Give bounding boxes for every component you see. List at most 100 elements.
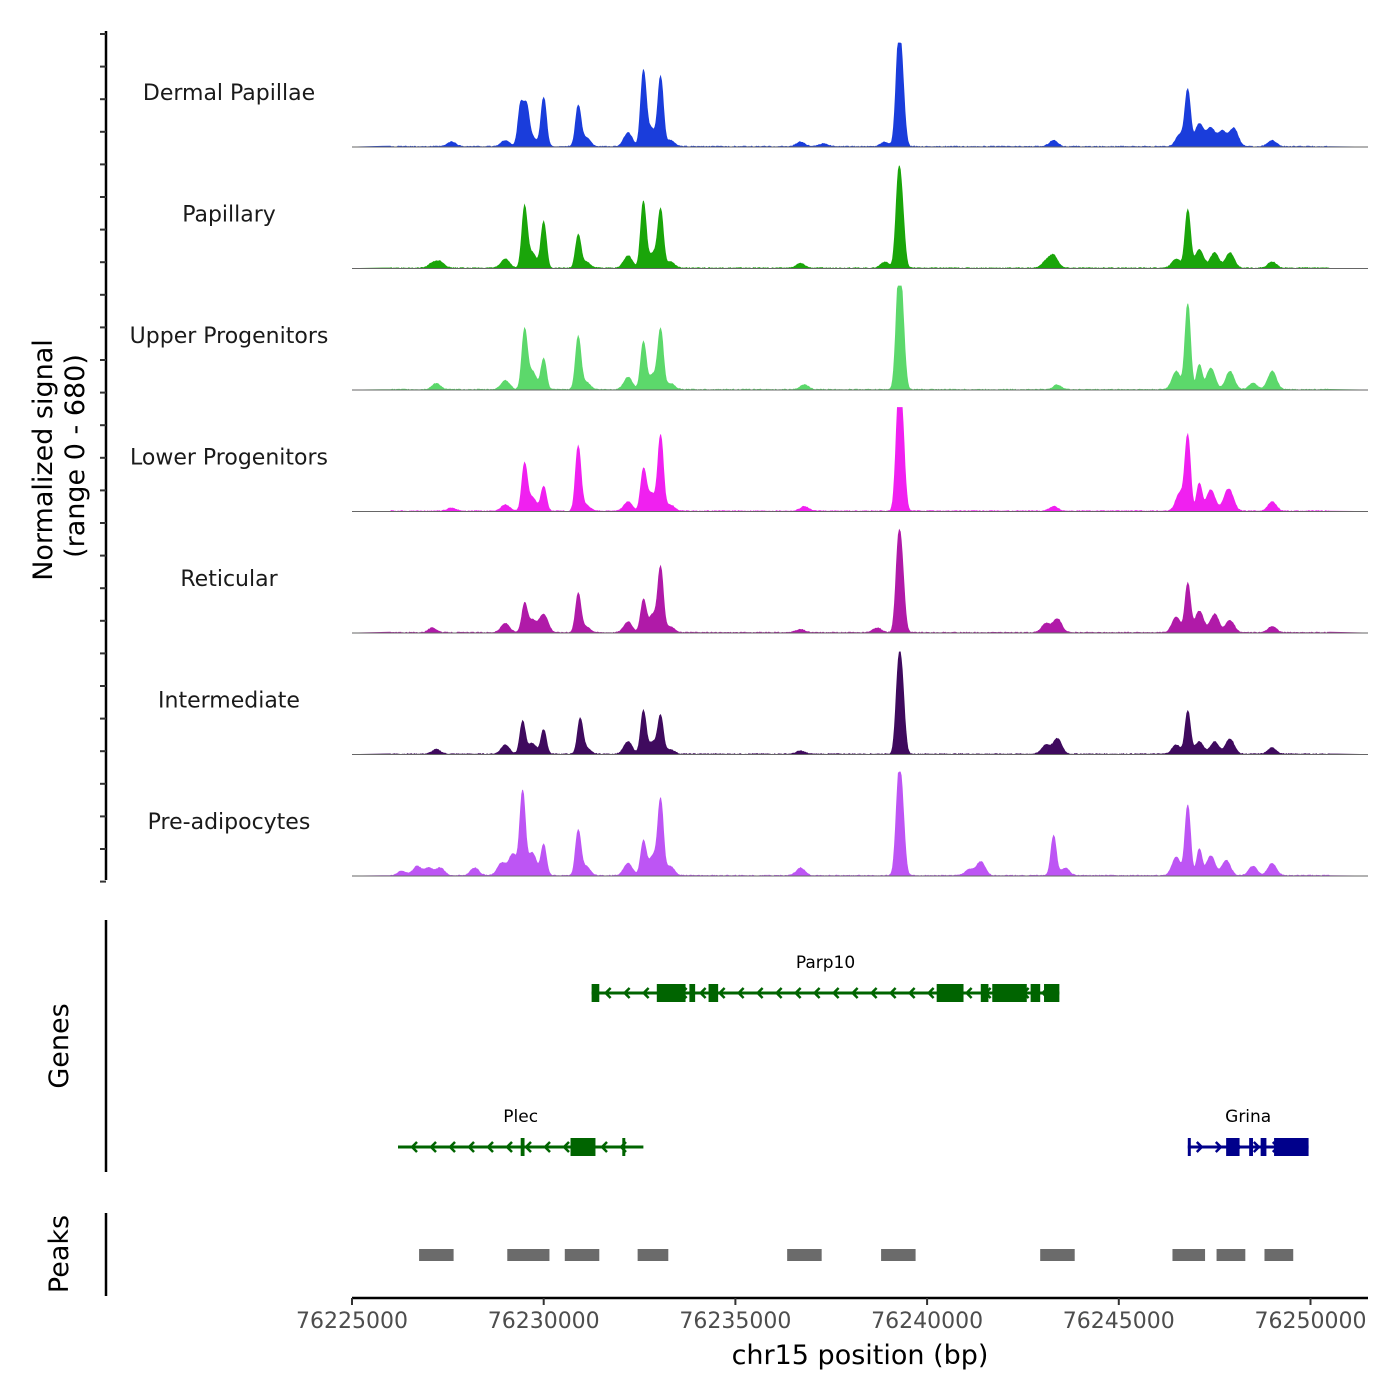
genes-axis-title: Genes bbox=[44, 1003, 75, 1088]
track-reticular: Reticular bbox=[180, 528, 1369, 634]
strand-arrow bbox=[543, 1141, 551, 1153]
signal-tracks: Dermal Papillae Papillary Upper Progenitor… bbox=[130, 42, 1369, 877]
strand-arrow bbox=[486, 1141, 494, 1153]
strand-arrow bbox=[869, 987, 878, 999]
strand-arrow bbox=[505, 1141, 513, 1153]
x-axis: 76225000 76230000 76235000 76240000 76245000… bbox=[296, 1296, 1368, 1334]
signal-area bbox=[351, 528, 1369, 634]
track-upper-progenitors: Upper Progenitors bbox=[130, 285, 1369, 391]
strand-arrow bbox=[793, 987, 802, 999]
strand-arrow bbox=[1214, 1141, 1223, 1153]
signal-area bbox=[351, 165, 1368, 270]
exon bbox=[1274, 1138, 1309, 1156]
peak-region bbox=[1040, 1249, 1075, 1261]
genes-panel: Parp10 Plec Grina bbox=[398, 953, 1309, 1156]
track-label: Upper Progenitors bbox=[130, 324, 329, 349]
strand-arrow bbox=[774, 987, 783, 999]
exon bbox=[520, 1138, 525, 1156]
signal-area bbox=[351, 42, 1369, 148]
strand-arrow bbox=[641, 987, 650, 999]
x-axis-title: chr15 position (bp) bbox=[732, 1340, 989, 1371]
peak-region bbox=[419, 1249, 454, 1261]
track-label: Lower Progenitors bbox=[130, 446, 328, 471]
y-axis-title-line1: Normalized signal bbox=[28, 339, 59, 581]
exon bbox=[1260, 1138, 1267, 1156]
exon bbox=[936, 984, 964, 1002]
exon bbox=[1030, 984, 1041, 1002]
exon bbox=[656, 984, 686, 1002]
exon bbox=[980, 984, 989, 1002]
exon bbox=[1249, 1138, 1253, 1156]
strand-arrow bbox=[429, 1141, 437, 1153]
exon bbox=[591, 984, 600, 1002]
peaks-panel bbox=[419, 1249, 1294, 1261]
strand-arrow bbox=[622, 987, 631, 999]
strand-arrow bbox=[467, 1141, 475, 1153]
strand-arrow bbox=[717, 987, 726, 999]
gene-plec: Plec bbox=[398, 1107, 644, 1156]
gene-name-label: Grina bbox=[1225, 1107, 1271, 1127]
strand-arrow bbox=[562, 1141, 570, 1153]
exon bbox=[570, 1138, 596, 1156]
strand-arrow bbox=[755, 987, 764, 999]
peak-region bbox=[1264, 1249, 1294, 1261]
track-label: Dermal Papillae bbox=[143, 81, 315, 106]
strand-arrow bbox=[831, 987, 840, 999]
strand-arrow bbox=[698, 987, 707, 999]
exon bbox=[622, 1138, 626, 1156]
x-tick-label: 76225000 bbox=[296, 1309, 408, 1334]
strand-arrow bbox=[1252, 1141, 1261, 1153]
gene-name-label: Parp10 bbox=[796, 953, 855, 973]
gene-grina: Grina bbox=[1187, 1107, 1309, 1156]
track-intermediate: Intermediate bbox=[158, 651, 1369, 756]
strand-arrow bbox=[812, 987, 821, 999]
signal-area bbox=[351, 407, 1369, 513]
strand-arrow bbox=[603, 987, 612, 999]
strand-arrow bbox=[907, 987, 916, 999]
peak-region bbox=[1172, 1249, 1206, 1261]
track-dermal-papillae: Dermal Papillae bbox=[143, 42, 1369, 148]
x-tick-label: 76230000 bbox=[488, 1309, 600, 1334]
track-label: Intermediate bbox=[158, 689, 300, 714]
signal-area bbox=[351, 285, 1369, 391]
strand-arrow bbox=[600, 1141, 608, 1153]
peak-region bbox=[507, 1249, 550, 1261]
peak-region bbox=[787, 1249, 822, 1261]
x-tick-label: 76240000 bbox=[871, 1309, 983, 1334]
strand-arrow bbox=[448, 1141, 456, 1153]
peak-region bbox=[637, 1249, 669, 1261]
strand-arrow bbox=[964, 987, 973, 999]
strand-arrow bbox=[410, 1141, 418, 1153]
strand-arrow bbox=[888, 987, 897, 999]
peaks-axis-title: Peaks bbox=[44, 1215, 75, 1293]
exon bbox=[1226, 1138, 1240, 1156]
x-tick-label: 76250000 bbox=[1254, 1309, 1366, 1334]
gene-name-label: Plec bbox=[503, 1107, 538, 1127]
track-papillary: Papillary bbox=[182, 165, 1368, 270]
strand-arrow bbox=[524, 1141, 532, 1153]
strand-arrow bbox=[926, 987, 935, 999]
track-label: Papillary bbox=[182, 203, 276, 228]
track-label: Pre-adipocytes bbox=[148, 810, 311, 835]
exon bbox=[1187, 1138, 1191, 1156]
strand-arrow bbox=[736, 987, 745, 999]
exon bbox=[689, 984, 696, 1002]
exon bbox=[708, 984, 719, 1002]
strand-arrow bbox=[1195, 1141, 1204, 1153]
track-lower-progenitors: Lower Progenitors bbox=[130, 407, 1369, 513]
exon bbox=[992, 984, 1027, 1002]
track-label: Reticular bbox=[180, 567, 278, 592]
left-axes bbox=[100, 31, 108, 1296]
gene-parp10: Parp10 bbox=[591, 953, 1060, 1002]
x-tick-label: 76245000 bbox=[1063, 1309, 1175, 1334]
x-tick-label: 76235000 bbox=[679, 1309, 791, 1334]
exon bbox=[1044, 984, 1060, 1002]
peak-region bbox=[881, 1249, 916, 1261]
track-pre-adipocytes: Pre-adipocytes bbox=[148, 771, 1369, 877]
peak-region bbox=[564, 1249, 600, 1261]
signal-area bbox=[351, 771, 1369, 877]
signal-area bbox=[351, 651, 1369, 756]
strand-arrow bbox=[850, 987, 859, 999]
y-axis-title-line2: (range 0 - 680) bbox=[60, 354, 91, 558]
